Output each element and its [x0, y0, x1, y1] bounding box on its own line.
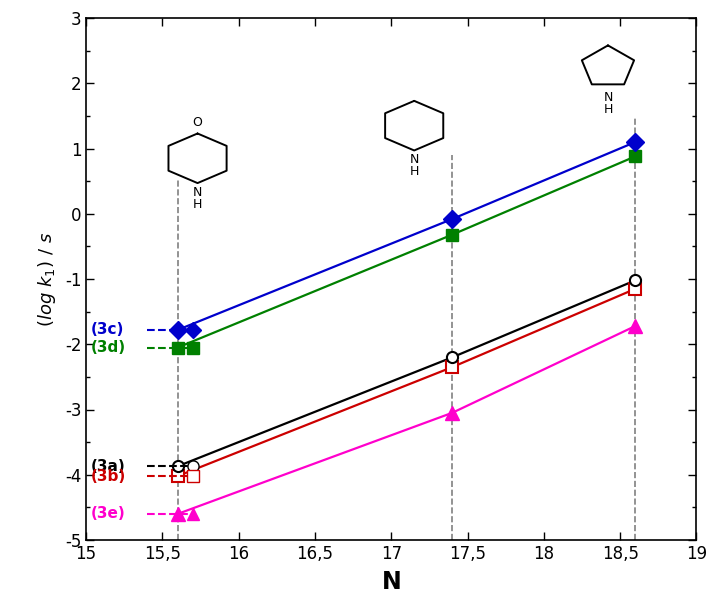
Text: (3a): (3a) — [90, 459, 126, 474]
Text: H: H — [603, 103, 612, 116]
Text: N: N — [603, 91, 612, 104]
X-axis label: N: N — [381, 570, 401, 594]
Text: (3c): (3c) — [90, 322, 124, 337]
Text: (3e): (3e) — [90, 506, 126, 521]
Text: H: H — [409, 166, 419, 178]
Text: N: N — [193, 185, 202, 199]
Text: H: H — [193, 198, 202, 211]
Text: N: N — [409, 153, 419, 166]
Text: (3d): (3d) — [90, 340, 126, 355]
Text: (3b): (3b) — [90, 469, 126, 484]
Text: O: O — [192, 116, 202, 129]
Y-axis label: $\mathit{(log\ k_1)\ /\ s}$: $\mathit{(log\ k_1)\ /\ s}$ — [36, 232, 58, 326]
